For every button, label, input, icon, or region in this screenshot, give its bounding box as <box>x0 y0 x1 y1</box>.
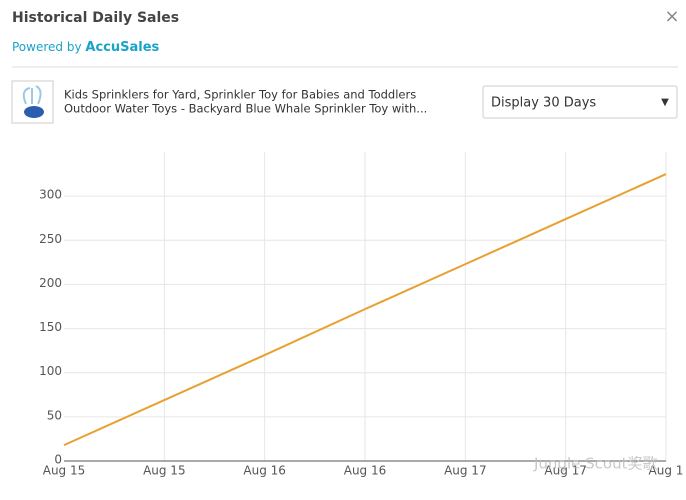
y-tick-label: 250 <box>39 232 62 246</box>
y-tick-label: 0 <box>54 453 62 467</box>
brand: AccuSales <box>85 40 159 55</box>
x-tick-label: Aug 1 <box>649 464 684 478</box>
powered-by-text: Powered by <box>12 40 82 54</box>
y-tick-label: 150 <box>39 320 62 334</box>
close-button[interactable]: × <box>664 6 679 27</box>
y-tick-label: 100 <box>39 364 62 378</box>
y-tick-label: 50 <box>47 408 62 422</box>
x-tick-label: Aug 16 <box>243 464 286 478</box>
chart: Aug 15 Aug 15 Aug 16 Aug 16 Aug 17 Aug 17 Aug … <box>39 152 683 478</box>
dropdown-label: Display 30 Days <box>491 96 596 111</box>
powered-by: Powered by AccuSales <box>12 40 160 55</box>
product-title-line: Kids Sprinklers for Yard, Sprinkler Toy … <box>64 88 416 102</box>
x-tick-label: Aug 15 <box>143 464 186 478</box>
y-tick-label: 300 <box>39 188 62 202</box>
x-tick-label: Aug 15 <box>43 464 86 478</box>
dropdown-arrow: ▼ <box>661 97 669 108</box>
x-tick-label: Aug 17 <box>544 464 587 478</box>
x-tick-label: Aug 16 <box>344 464 387 478</box>
product-thumbnail <box>11 80 54 124</box>
watermark: Jungle Scout奖歌 <box>533 455 657 473</box>
product-title-line: Outdoor Water Toys - Backyard Blue Whale… <box>64 102 427 116</box>
dialog-title: Historical Daily Sales <box>12 10 179 26</box>
dropdown[interactable] <box>482 85 678 119</box>
x-tick-label: Aug 17 <box>444 464 487 478</box>
sales-line <box>63 173 667 447</box>
y-tick-label: 200 <box>39 276 62 290</box>
